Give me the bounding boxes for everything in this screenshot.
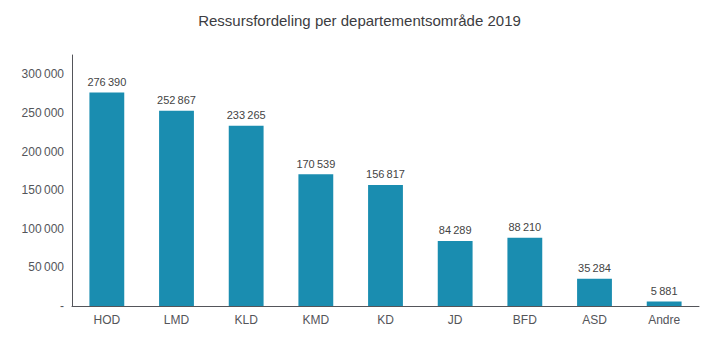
svg-text:276 390: 276 390	[87, 76, 126, 88]
svg-text:156 817: 156 817	[366, 168, 405, 180]
svg-text:84 289: 84 289	[439, 224, 472, 236]
svg-text:KMD: KMD	[302, 313, 329, 327]
svg-text:150 000: 150 000	[22, 183, 65, 197]
svg-text:170 539: 170 539	[296, 158, 335, 170]
svg-text:100 000: 100 000	[22, 222, 65, 236]
svg-text:50 000: 50 000	[28, 260, 64, 274]
svg-text:252 867: 252 867	[157, 94, 196, 106]
svg-text:Ressursfordeling per departeme: Ressursfordeling per departementsområde …	[198, 12, 521, 29]
svg-text:KLD: KLD	[234, 313, 258, 327]
svg-text:5 881: 5 881	[651, 285, 678, 297]
svg-text:250 000: 250 000	[22, 106, 65, 120]
svg-text:JD: JD	[448, 313, 463, 327]
svg-text:ASD: ASD	[582, 313, 607, 327]
svg-text:88 210: 88 210	[508, 221, 541, 233]
svg-text:233 265: 233 265	[227, 109, 266, 121]
svg-text:HOD: HOD	[93, 313, 120, 327]
svg-text:200 000: 200 000	[22, 145, 65, 159]
svg-text:KD: KD	[377, 313, 394, 327]
svg-text:300 000: 300 000	[22, 67, 65, 81]
svg-text:35 284: 35 284	[578, 262, 611, 274]
svg-text:BFD: BFD	[513, 313, 537, 327]
svg-text:Andre: Andre	[648, 313, 680, 327]
svg-text:LMD: LMD	[164, 313, 190, 327]
svg-text:-: -	[60, 299, 64, 313]
